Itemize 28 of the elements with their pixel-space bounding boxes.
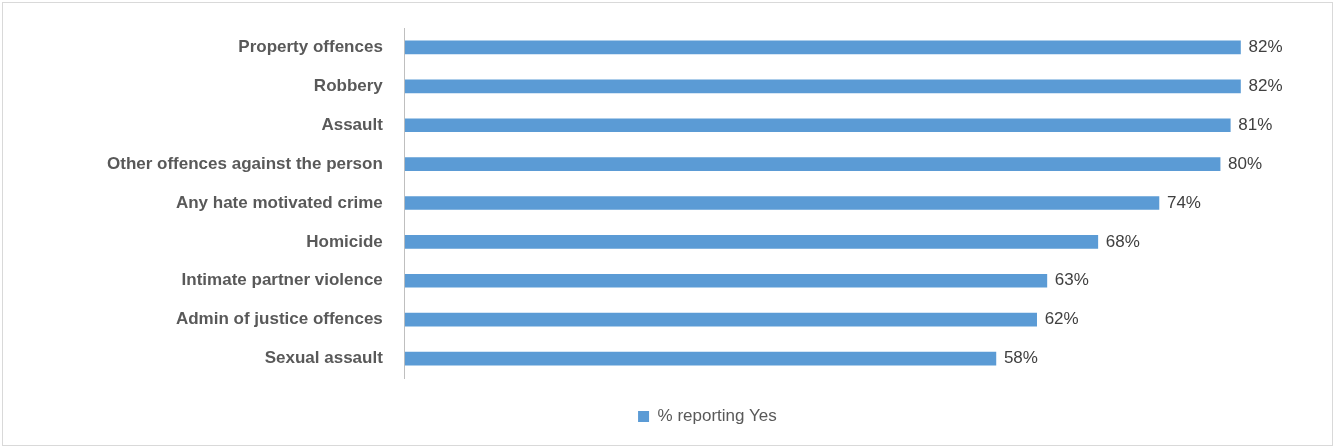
y-tick-label: Robbery	[313, 76, 384, 96]
data-label: 74%	[1166, 192, 1201, 212]
data-label: 58%	[1003, 348, 1038, 368]
y-tick-label: Sexual assault	[264, 348, 384, 368]
data-label: 81%	[1238, 114, 1273, 134]
y-tick-label: Homicide	[306, 231, 383, 251]
bar	[404, 157, 1221, 171]
bar	[404, 40, 1241, 55]
bar	[404, 312, 1037, 327]
bar	[404, 196, 1160, 210]
bar	[404, 235, 1099, 249]
bar	[404, 79, 1241, 94]
y-tick-label: Assault	[321, 114, 384, 134]
y-tick-label: Intimate partner violence	[181, 270, 383, 290]
data-label: 82%	[1248, 76, 1283, 96]
data-label: 82%	[1248, 37, 1283, 57]
bar	[404, 351, 997, 366]
legend-label: % reporting Yes	[657, 406, 777, 426]
y-tick-label: Other offences against the person	[106, 153, 383, 173]
data-label: 68%	[1105, 231, 1140, 251]
y-tick-label: Property offences	[238, 37, 383, 57]
data-label: 62%	[1044, 309, 1079, 329]
data-label: 63%	[1054, 270, 1089, 290]
y-tick-label: Any hate motivated crime	[175, 192, 383, 212]
y-tick-label: Admin of justice offences	[175, 309, 383, 329]
bar	[404, 118, 1231, 133]
data-label: 80%	[1228, 153, 1263, 173]
bar	[404, 273, 1048, 288]
